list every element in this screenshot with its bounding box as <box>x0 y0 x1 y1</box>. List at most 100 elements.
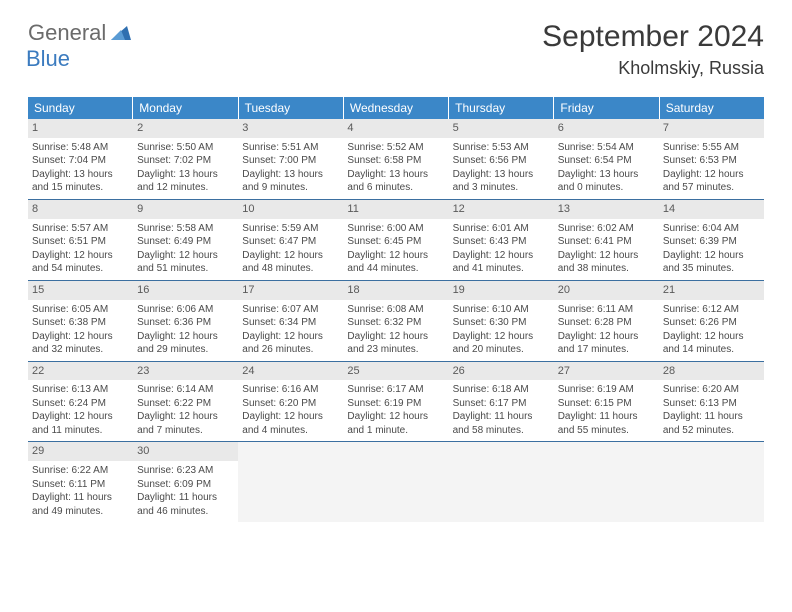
daylight-line: and 32 minutes. <box>32 343 129 357</box>
sunrise-line: Sunrise: 6:07 AM <box>242 303 339 317</box>
day-cell: 26Sunrise: 6:18 AMSunset: 6:17 PMDayligh… <box>449 362 554 442</box>
daylight-line: and 23 minutes. <box>347 343 444 357</box>
daylight-line: Daylight: 11 hours <box>663 410 760 424</box>
sunset-line: Sunset: 6:13 PM <box>663 397 760 411</box>
daylight-line: Daylight: 12 hours <box>558 330 655 344</box>
sunrise-line: Sunrise: 5:54 AM <box>558 141 655 155</box>
daylight-line: and 3 minutes. <box>453 181 550 195</box>
daylight-line: and 20 minutes. <box>453 343 550 357</box>
daylight-line: Daylight: 12 hours <box>347 410 444 424</box>
daylight-line: Daylight: 13 hours <box>32 168 129 182</box>
daylight-line: Daylight: 13 hours <box>347 168 444 182</box>
daylight-line: and 44 minutes. <box>347 262 444 276</box>
daylight-line: Daylight: 12 hours <box>242 410 339 424</box>
day-number: 14 <box>659 200 764 219</box>
sunset-line: Sunset: 6:51 PM <box>32 235 129 249</box>
sunrise-line: Sunrise: 5:57 AM <box>32 222 129 236</box>
sunset-line: Sunset: 6:49 PM <box>137 235 234 249</box>
day-cell: 19Sunrise: 6:10 AMSunset: 6:30 PMDayligh… <box>449 281 554 361</box>
day-cell: 27Sunrise: 6:19 AMSunset: 6:15 PMDayligh… <box>554 362 659 442</box>
daylight-line: and 12 minutes. <box>137 181 234 195</box>
empty-cell <box>238 442 343 522</box>
daylight-line: Daylight: 13 hours <box>453 168 550 182</box>
day-number: 5 <box>449 119 554 138</box>
sunset-line: Sunset: 6:56 PM <box>453 154 550 168</box>
daylight-line: Daylight: 12 hours <box>663 330 760 344</box>
day-cell: 3Sunrise: 5:51 AMSunset: 7:00 PMDaylight… <box>238 119 343 199</box>
day-cell: 20Sunrise: 6:11 AMSunset: 6:28 PMDayligh… <box>554 281 659 361</box>
day-cell: 6Sunrise: 5:54 AMSunset: 6:54 PMDaylight… <box>554 119 659 199</box>
daylight-line: and 41 minutes. <box>453 262 550 276</box>
day-cell: 30 Sunrise: 6:23 AMSunset: 6:09 PMDayligh… <box>133 442 238 522</box>
day-number: 18 <box>343 281 448 300</box>
day-number: 28 <box>659 362 764 381</box>
daylight-line: Daylight: 12 hours <box>663 168 760 182</box>
day-number: 17 <box>238 281 343 300</box>
sunrise-line: Sunrise: 5:58 AM <box>137 222 234 236</box>
day-number: 30 <box>133 442 238 461</box>
day-number: 4 <box>343 119 448 138</box>
daylight-line: Daylight: 12 hours <box>242 330 339 344</box>
sunset-line: Sunset: 6:19 PM <box>347 397 444 411</box>
week-row: 1Sunrise: 5:48 AMSunset: 7:04 PMDaylight… <box>28 119 764 200</box>
daylight-line: and 48 minutes. <box>242 262 339 276</box>
day-number: 13 <box>554 200 659 219</box>
sunset-line: Sunset: 6:20 PM <box>242 397 339 411</box>
daylight-line: Daylight: 12 hours <box>32 249 129 263</box>
daylight-line: Daylight: 12 hours <box>137 249 234 263</box>
daylight-line: and 11 minutes. <box>32 424 129 438</box>
day-number: 3 <box>238 119 343 138</box>
daylight-line: Daylight: 11 hours <box>558 410 655 424</box>
day-number: 7 <box>659 119 764 138</box>
sunset-line: Sunset: 6:54 PM <box>558 154 655 168</box>
sunrise-line: Sunrise: 6:23 AM <box>137 464 234 478</box>
day-number: 19 <box>449 281 554 300</box>
sunrise-line: Sunrise: 6:14 AM <box>137 383 234 397</box>
daylight-line: and 49 minutes. <box>32 505 129 519</box>
location: Kholmskiy, Russia <box>542 58 764 79</box>
sunrise-line: Sunrise: 5:52 AM <box>347 141 444 155</box>
day-header: Saturday <box>660 97 764 119</box>
day-cell: 23Sunrise: 6:14 AMSunset: 6:22 PMDayligh… <box>133 362 238 442</box>
sunset-line: Sunset: 6:45 PM <box>347 235 444 249</box>
sunset-line: Sunset: 6:38 PM <box>32 316 129 330</box>
daylight-line: and 15 minutes. <box>32 181 129 195</box>
day-cell: 17Sunrise: 6:07 AMSunset: 6:34 PMDayligh… <box>238 281 343 361</box>
daylight-line: Daylight: 12 hours <box>453 330 550 344</box>
sunrise-line: Sunrise: 6:06 AM <box>137 303 234 317</box>
sunset-line: Sunset: 6:58 PM <box>347 154 444 168</box>
sunrise-line: Sunrise: 5:51 AM <box>242 141 339 155</box>
sunrise-line: Sunrise: 6:11 AM <box>558 303 655 317</box>
daylight-line: Daylight: 12 hours <box>453 249 550 263</box>
daylight-line: Daylight: 13 hours <box>137 168 234 182</box>
day-number: 21 <box>659 281 764 300</box>
sunset-line: Sunset: 6:22 PM <box>137 397 234 411</box>
day-cell: 7Sunrise: 5:55 AMSunset: 6:53 PMDaylight… <box>659 119 764 199</box>
sunrise-line: Sunrise: 6:10 AM <box>453 303 550 317</box>
day-number: 16 <box>133 281 238 300</box>
sunset-line: Sunset: 6:09 PM <box>137 478 234 492</box>
day-number: 2 <box>133 119 238 138</box>
daylight-line: and 38 minutes. <box>558 262 655 276</box>
day-cell: 4 Sunrise: 5:52 AMSunset: 6:58 PMDaylight… <box>343 119 448 199</box>
sunrise-line: Sunrise: 6:04 AM <box>663 222 760 236</box>
day-cell: 1Sunrise: 5:48 AMSunset: 7:04 PMDaylight… <box>28 119 133 199</box>
day-header: Monday <box>133 97 238 119</box>
daylight-line: and 51 minutes. <box>137 262 234 276</box>
sunset-line: Sunset: 6:47 PM <box>242 235 339 249</box>
daylight-line: Daylight: 12 hours <box>347 249 444 263</box>
sunrise-line: Sunrise: 5:50 AM <box>137 141 234 155</box>
day-cell: 2Sunrise: 5:50 AMSunset: 7:02 PMDaylight… <box>133 119 238 199</box>
day-number: 10 <box>238 200 343 219</box>
day-cell: 18Sunrise: 6:08 AMSunset: 6:32 PMDayligh… <box>343 281 448 361</box>
daylight-line: Daylight: 13 hours <box>242 168 339 182</box>
day-cell: 28Sunrise: 6:20 AMSunset: 6:13 PMDayligh… <box>659 362 764 442</box>
daylight-line: Daylight: 12 hours <box>137 330 234 344</box>
day-cell: 16Sunrise: 6:06 AMSunset: 6:36 PMDayligh… <box>133 281 238 361</box>
sunrise-line: Sunrise: 6:01 AM <box>453 222 550 236</box>
daylight-line: Daylight: 11 hours <box>137 491 234 505</box>
day-cell: 8Sunrise: 5:57 AMSunset: 6:51 PMDaylight… <box>28 200 133 280</box>
day-cell: 29Sunrise: 6:22 AMSunset: 6:11 PMDayligh… <box>28 442 133 522</box>
day-cell: 12Sunrise: 6:01 AMSunset: 6:43 PMDayligh… <box>449 200 554 280</box>
sunrise-line: Sunrise: 6:22 AM <box>32 464 129 478</box>
